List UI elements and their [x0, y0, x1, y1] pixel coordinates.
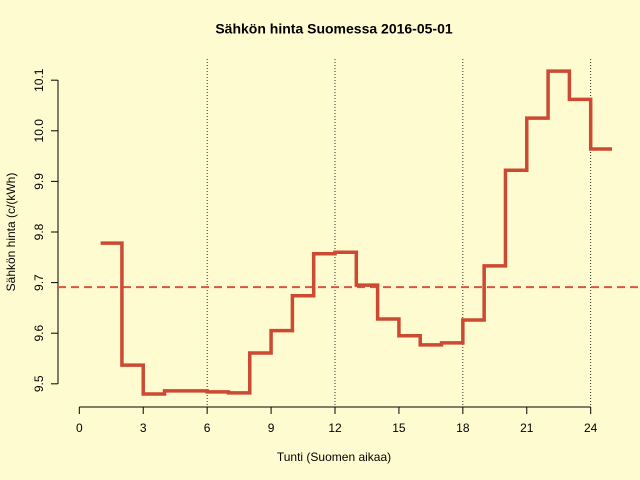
y-tick-label: 9.5 — [32, 375, 46, 392]
y-axis-label: Sähkön hinta (c/(kWh) — [4, 173, 18, 292]
y-tick-label: 9.8 — [32, 223, 46, 240]
x-axis-label: Tunti (Suomen aikaa) — [277, 450, 391, 464]
y-tick-label: 9.6 — [32, 325, 46, 342]
x-tick-label: 18 — [456, 421, 470, 435]
y-tick-label: 10.0 — [32, 119, 46, 143]
x-tick-label: 12 — [328, 421, 342, 435]
y-tick-label: 9.7 — [32, 274, 46, 291]
chart-title: Sähkön hinta Suomessa 2016-05-01 — [215, 21, 453, 37]
x-tick-label: 6 — [204, 421, 211, 435]
x-tick-label: 9 — [268, 421, 275, 435]
x-tick-label: 15 — [392, 421, 406, 435]
price-line — [100, 69, 612, 396]
x-tick-label: 21 — [520, 421, 534, 435]
y-tick-label: 10.1 — [32, 68, 46, 92]
y-tick-label: 9.9 — [32, 173, 46, 190]
x-tick-label: 0 — [76, 421, 83, 435]
x-tick-label: 24 — [584, 421, 598, 435]
x-tick-label: 3 — [140, 421, 147, 435]
